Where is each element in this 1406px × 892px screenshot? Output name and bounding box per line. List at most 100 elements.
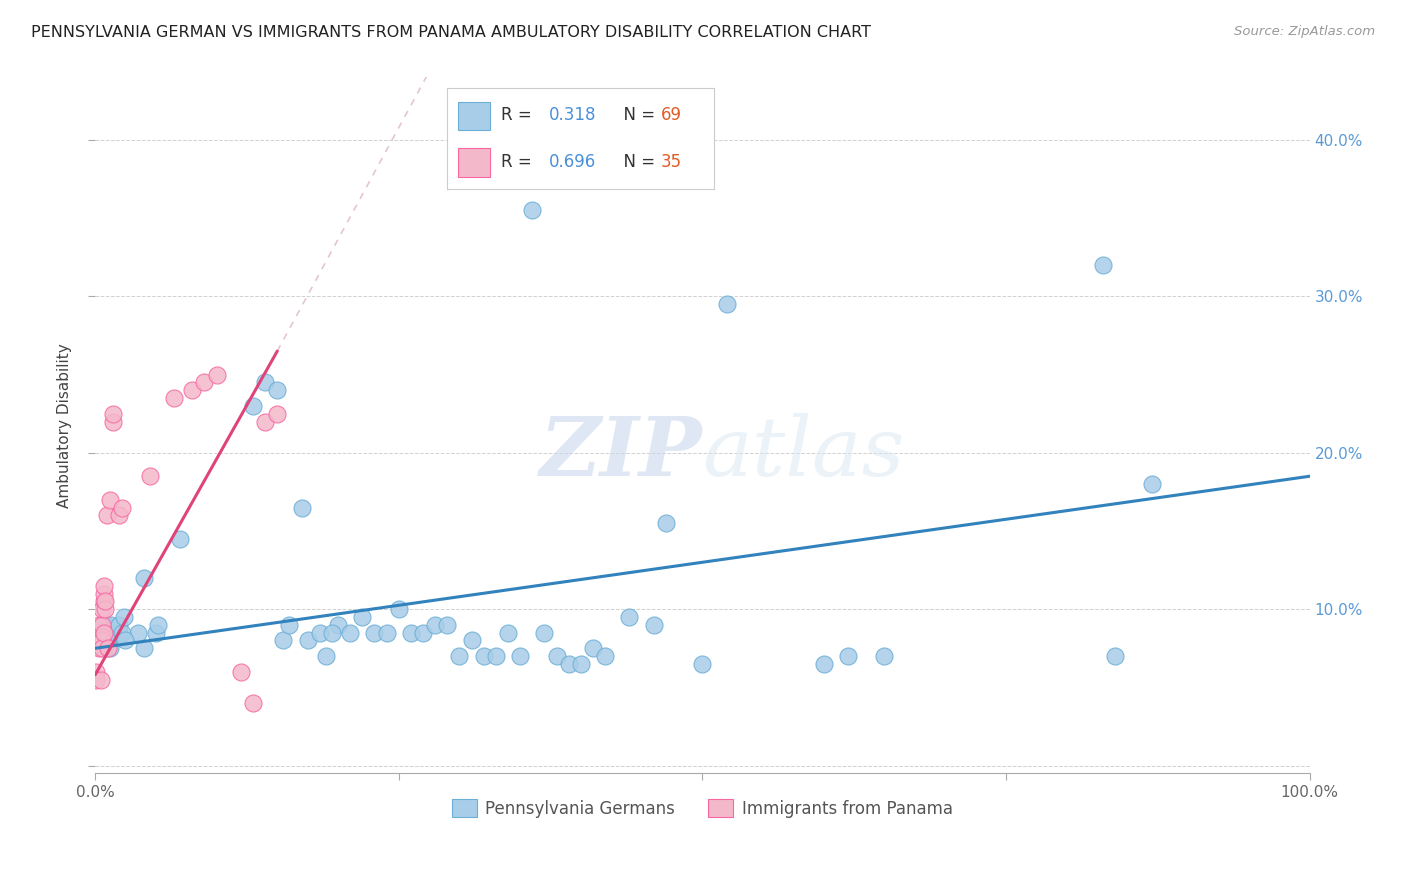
Point: [132, 641, 155, 656]
Point: [557, 657, 579, 671]
Y-axis label: Ambulatory Disability: Ambulatory Disability: [58, 343, 72, 508]
Point: [1092, 258, 1115, 272]
Point: [90, 633, 112, 648]
Point: [94, 594, 117, 608]
Point: [112, 610, 135, 624]
Point: [91, 618, 114, 632]
Point: [873, 649, 896, 664]
Point: [569, 657, 592, 671]
Point: [254, 376, 277, 390]
Point: [315, 649, 337, 664]
Point: [242, 696, 264, 710]
Point: [193, 376, 215, 390]
Point: [436, 618, 458, 632]
Point: [837, 649, 859, 664]
Point: [472, 649, 495, 664]
Point: [278, 618, 301, 632]
Point: [100, 618, 122, 632]
Point: [103, 415, 125, 429]
Point: [91, 633, 114, 648]
Point: [509, 649, 531, 664]
Point: [127, 625, 149, 640]
Point: [533, 625, 555, 640]
Point: [229, 665, 252, 679]
Point: [716, 297, 738, 311]
Text: Source: ZipAtlas.com: Source: ZipAtlas.com: [1234, 25, 1375, 38]
Point: [101, 625, 124, 640]
Point: [339, 625, 361, 640]
Point: [582, 641, 605, 656]
Point: [692, 657, 714, 671]
Point: [93, 586, 115, 600]
Point: [94, 641, 117, 656]
Point: [352, 610, 374, 624]
Point: [90, 673, 112, 687]
Point: [181, 383, 204, 397]
Point: [91, 631, 114, 645]
Point: [91, 625, 114, 640]
Point: [375, 625, 398, 640]
Point: [97, 633, 120, 648]
Point: [91, 602, 114, 616]
Point: [205, 368, 228, 382]
Point: [93, 633, 115, 648]
Point: [254, 415, 277, 429]
Legend: Pennsylvania Germans, Immigrants from Panama: Pennsylvania Germans, Immigrants from Pa…: [446, 793, 959, 824]
Point: [111, 500, 134, 515]
Point: [93, 631, 115, 645]
Point: [148, 618, 170, 632]
Point: [399, 625, 422, 640]
Point: [94, 618, 117, 632]
Point: [423, 618, 446, 632]
Point: [522, 203, 544, 218]
Point: [321, 625, 343, 640]
Point: [93, 618, 115, 632]
Point: [1140, 477, 1163, 491]
Point: [145, 625, 167, 640]
Text: atlas: atlas: [703, 413, 904, 493]
Point: [1104, 649, 1126, 664]
Point: [593, 649, 616, 664]
Point: [87, 641, 110, 656]
Point: [96, 631, 118, 645]
Point: [87, 625, 110, 640]
Point: [266, 407, 288, 421]
Point: [90, 625, 112, 640]
Point: [297, 633, 319, 648]
Point: [485, 649, 508, 664]
Point: [97, 641, 120, 656]
Point: [163, 391, 186, 405]
Point: [132, 571, 155, 585]
Point: [108, 508, 131, 523]
Point: [643, 618, 665, 632]
Point: [363, 625, 385, 640]
Point: [94, 625, 117, 640]
Point: [114, 633, 136, 648]
Point: [98, 641, 121, 656]
Point: [546, 649, 568, 664]
Point: [619, 610, 641, 624]
Point: [98, 492, 121, 507]
Point: [87, 618, 110, 632]
Point: [96, 508, 118, 523]
Point: [496, 625, 519, 640]
Point: [103, 407, 125, 421]
Point: [813, 657, 835, 671]
Point: [412, 625, 434, 640]
Point: [388, 602, 411, 616]
Point: [94, 602, 117, 616]
Point: [326, 618, 349, 632]
Point: [93, 594, 115, 608]
Point: [93, 625, 115, 640]
Text: PENNSYLVANIA GERMAN VS IMMIGRANTS FROM PANAMA AMBULATORY DISABILITY CORRELATION : PENNSYLVANIA GERMAN VS IMMIGRANTS FROM P…: [31, 25, 870, 40]
Point: [86, 665, 108, 679]
Point: [242, 399, 264, 413]
Point: [94, 633, 117, 648]
Point: [93, 579, 115, 593]
Point: [90, 633, 112, 648]
Point: [266, 383, 288, 397]
Point: [655, 516, 678, 531]
Text: ZIP: ZIP: [540, 413, 703, 493]
Point: [460, 633, 482, 648]
Point: [139, 469, 162, 483]
